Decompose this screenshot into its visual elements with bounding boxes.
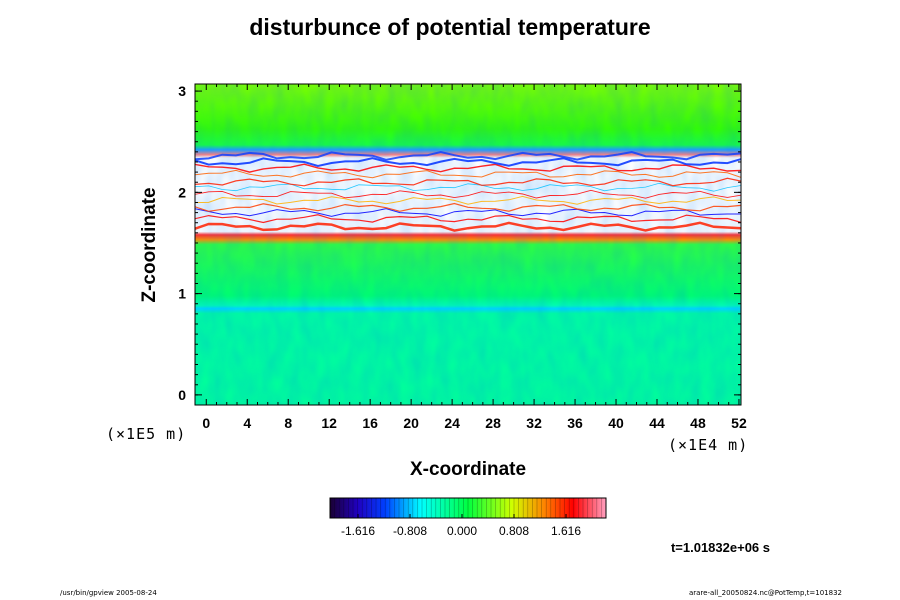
x-axis-label: X-coordinate: [409, 459, 527, 480]
x-tick-label: 8: [284, 415, 292, 431]
x-tick-label: 40: [608, 415, 624, 431]
contour-streak: [195, 157, 741, 168]
field-texture: [195, 84, 741, 405]
x-tick-label: 12: [321, 415, 337, 431]
y-tick-label: 2: [178, 184, 186, 200]
y-axis: 0 1 2 3: [178, 83, 741, 406]
contour-streak: [195, 182, 741, 192]
contour-streak: [195, 202, 741, 212]
y-unit-label: (×1E5 m): [106, 425, 187, 443]
contour-streak: [195, 208, 741, 217]
colorbar-stripes: [334, 498, 602, 518]
contour-streak: [195, 221, 741, 232]
contour-streak: [195, 195, 741, 205]
footer-left: /usr/bin/gpview 2005-08-24: [60, 589, 157, 597]
y-tick-label: 1: [178, 286, 186, 302]
contour-streak: [195, 214, 741, 224]
contour-streak: [195, 150, 741, 161]
x-tick-label: 20: [403, 415, 419, 431]
x-tick-label: 0: [202, 415, 210, 431]
y-tick-label: 0: [178, 387, 186, 403]
footer-right: arare-all_20050824.nc@PotTemp,t=101832: [688, 589, 842, 597]
x-tick-label: 24: [444, 415, 460, 431]
x-tick-label: 36: [567, 415, 583, 431]
x-tick-label: 52: [731, 415, 747, 431]
x-tick-label: 4: [243, 415, 251, 431]
contour-streak: [195, 163, 741, 173]
x-tick-label: 28: [485, 415, 501, 431]
time-annotation: t=1.01832e+06 s: [670, 540, 770, 555]
colorbar-ticks: -1.616 -0.808 0.000 0.808 1.616: [341, 514, 581, 538]
x-tick-label: 32: [526, 415, 542, 431]
colorbar-tick-label: -1.616: [341, 524, 375, 538]
colorbar-tick-label: 0.000: [447, 524, 477, 538]
field-bands: [195, 150, 741, 232]
y-tick-label: 3: [178, 83, 186, 99]
x-tick-label: 44: [649, 415, 665, 431]
contour-streak: [195, 189, 741, 199]
x-tick-label: 16: [362, 415, 378, 431]
contour-streak: [195, 177, 741, 187]
colorbar: [329, 497, 607, 519]
heatmap-field: [195, 84, 741, 405]
x-tick-label: 48: [690, 415, 706, 431]
contour-streak: [195, 169, 741, 179]
plot-frame: [194, 83, 742, 406]
x-unit-label: (×1E4 m): [668, 436, 749, 454]
chart-title: disturbunce of potential temperature: [249, 14, 651, 40]
colorbar-tick-label: -0.808: [393, 524, 427, 538]
colorbar-tick-label: 1.616: [551, 524, 581, 538]
x-axis: 0 4 8 12 16 20 24 28 32 36 40 44 48 52: [202, 84, 747, 431]
colorbar-tick-label: 0.808: [499, 524, 529, 538]
